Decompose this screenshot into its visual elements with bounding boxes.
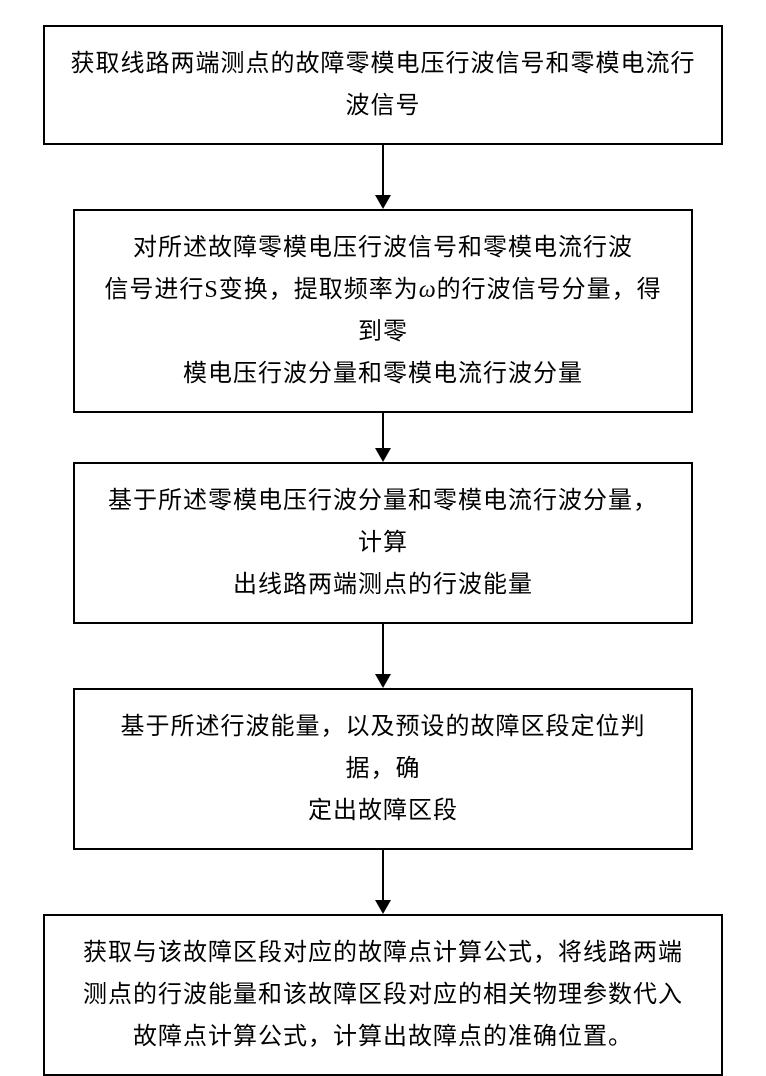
arrow-4 bbox=[375, 850, 391, 914]
flowchart-step-5: 获取与该故障区段对应的故障点计算公式，将线路两端 测点的行波能量和该故障区段对应… bbox=[43, 914, 723, 1076]
step-2-text: 对所述故障零模电压行波信号和零模电流行波 信号进行S变换，提取频率为ω的行波信号… bbox=[99, 227, 667, 395]
flowchart-step-4: 基于所述行波能量，以及预设的故障区段定位判据，确 定出故障区段 bbox=[73, 688, 693, 850]
step-4-text: 基于所述行波能量，以及预设的故障区段定位判据，确 定出故障区段 bbox=[99, 706, 667, 832]
omega-symbol: ω bbox=[419, 277, 437, 303]
step-1-text: 获取线路两端测点的故障零模电压行波信号和零模电流行 波信号 bbox=[71, 43, 696, 127]
arrow-2 bbox=[375, 413, 391, 462]
step-3-text: 基于所述零模电压行波分量和零模电流行波分量，计算 出线路两端测点的行波能量 bbox=[99, 480, 667, 606]
arrow-1 bbox=[375, 145, 391, 209]
step-5-text: 获取与该故障区段对应的故障点计算公式，将线路两端 测点的行波能量和该故障区段对应… bbox=[83, 932, 683, 1058]
flowchart-step-1: 获取线路两端测点的故障零模电压行波信号和零模电流行 波信号 bbox=[43, 25, 723, 145]
arrow-3 bbox=[375, 624, 391, 688]
flowchart-step-3: 基于所述零模电压行波分量和零模电流行波分量，计算 出线路两端测点的行波能量 bbox=[73, 462, 693, 624]
flowchart-step-2: 对所述故障零模电压行波信号和零模电流行波 信号进行S变换，提取频率为ω的行波信号… bbox=[73, 209, 693, 413]
